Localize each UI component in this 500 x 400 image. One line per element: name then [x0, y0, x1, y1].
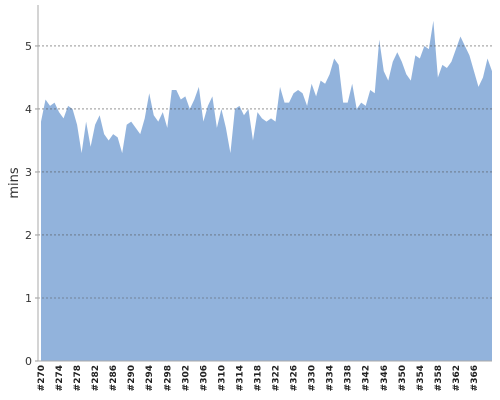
x-tick-label: #314	[235, 365, 245, 391]
y-tick-label: 5	[25, 40, 32, 53]
x-tick-label: #362	[452, 365, 462, 391]
area	[41, 20, 492, 362]
x-tick-label: #270	[37, 365, 47, 391]
x-tick-label: #310	[217, 365, 227, 391]
x-tick-label: #302	[181, 365, 191, 391]
y-axis-label: mins	[7, 167, 22, 199]
x-tick-label: #346	[380, 365, 390, 391]
x-tick-label: #326	[290, 365, 300, 391]
x-tick-label: #358	[434, 365, 444, 391]
x-tick-label: #330	[308, 365, 318, 391]
x-tick-label: #282	[91, 365, 101, 391]
x-tick-label: #318	[253, 365, 263, 391]
x-tick-label: #338	[344, 365, 354, 391]
x-tick-label: #350	[398, 365, 408, 391]
x-tick-label: #290	[127, 365, 137, 391]
y-tick-label: 2	[25, 229, 32, 242]
x-tick-label: #286	[109, 365, 119, 391]
x-tick-label: #294	[145, 365, 155, 391]
x-tick-label: #274	[55, 365, 65, 391]
x-tick-label: #278	[73, 365, 83, 391]
x-tick-label: #366	[470, 365, 480, 391]
x-tick-label: #342	[362, 365, 372, 391]
x-tick-label: #322	[272, 365, 282, 391]
x-tick-label: #334	[326, 365, 336, 391]
y-tick-label: 1	[25, 292, 32, 305]
x-tick-label: #354	[416, 365, 426, 391]
y-tick-label: 0	[25, 355, 32, 368]
y-tick-label: 3	[25, 166, 32, 179]
y-tick-label: 4	[25, 103, 32, 116]
x-tick-label: #306	[199, 365, 209, 391]
x-tick-label: #298	[163, 365, 173, 391]
